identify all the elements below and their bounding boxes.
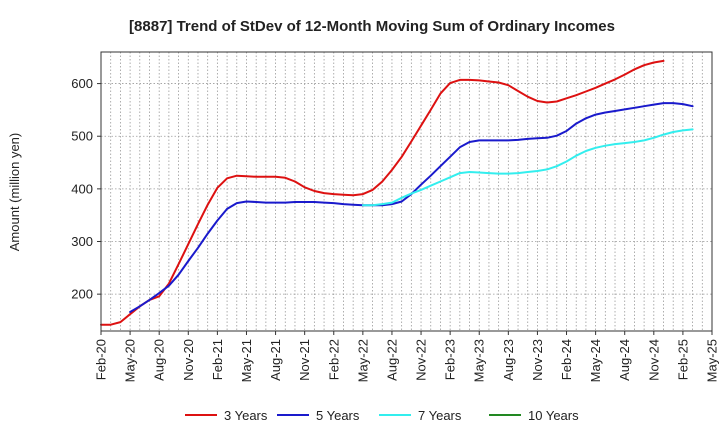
x-tick-label: Aug-22 <box>385 339 400 381</box>
y-tick-label: 400 <box>71 181 93 196</box>
x-tick-label: Aug-24 <box>617 339 632 381</box>
y-tick-label: 300 <box>71 234 93 249</box>
legend-item: 7 Years <box>379 408 462 423</box>
x-tick-label: May-24 <box>588 339 603 382</box>
x-tick-label: Feb-21 <box>210 339 225 380</box>
x-tick-label: Feb-25 <box>675 339 690 380</box>
x-tick-label: May-25 <box>705 339 720 382</box>
plot-background <box>101 52 712 331</box>
legend-label: 10 Years <box>528 408 579 423</box>
chart-title: [8887] Trend of StDev of 12-Month Moving… <box>129 18 615 35</box>
grid-lines <box>101 52 712 331</box>
x-tick-label: Feb-23 <box>443 339 458 380</box>
legend-label: 5 Years <box>316 408 360 423</box>
x-tick-label: May-21 <box>239 339 254 382</box>
x-tick-label: May-20 <box>123 339 138 382</box>
x-tick-label: May-22 <box>355 339 370 382</box>
x-tick-label: Feb-20 <box>94 339 109 380</box>
x-tick-label: Nov-22 <box>414 339 429 381</box>
x-tick-label: Nov-24 <box>646 339 661 381</box>
legend-item: 3 Years <box>185 408 268 423</box>
series-line-3-years <box>100 59 665 326</box>
x-tick-label: Aug-20 <box>152 339 167 381</box>
y-tick-label: 500 <box>71 129 93 144</box>
legend-label: 3 Years <box>224 408 268 423</box>
legend-item: 10 Years <box>489 408 579 423</box>
y-tick-label: 200 <box>71 287 93 302</box>
x-tick-label: May-23 <box>472 339 487 382</box>
y-tick-label: 600 <box>71 76 93 91</box>
axes: 200 300 400 500 600 Feb-20 May-20 Aug-20 Nov-20 F… <box>71 51 720 382</box>
legend-label: 7 Years <box>418 408 462 423</box>
x-tick-label: Feb-22 <box>326 339 341 380</box>
series-line-7-years <box>361 128 694 207</box>
x-tick-label: Nov-20 <box>181 339 196 381</box>
x-tick-label: Nov-23 <box>530 339 545 381</box>
x-tick-label: Aug-23 <box>501 339 516 381</box>
plot-border <box>100 51 713 332</box>
legend-item: 5 Years <box>277 408 360 423</box>
x-tick-label: Aug-21 <box>268 339 283 381</box>
x-tick-label: Feb-24 <box>559 339 574 380</box>
legend: 3 Years 5 Years 7 Years 10 Years <box>185 408 579 423</box>
series-layer <box>100 59 694 326</box>
y-axis-label: Amount (million yen) <box>7 133 22 252</box>
x-tick-label: Nov-21 <box>297 339 312 381</box>
plot-area <box>101 52 712 331</box>
